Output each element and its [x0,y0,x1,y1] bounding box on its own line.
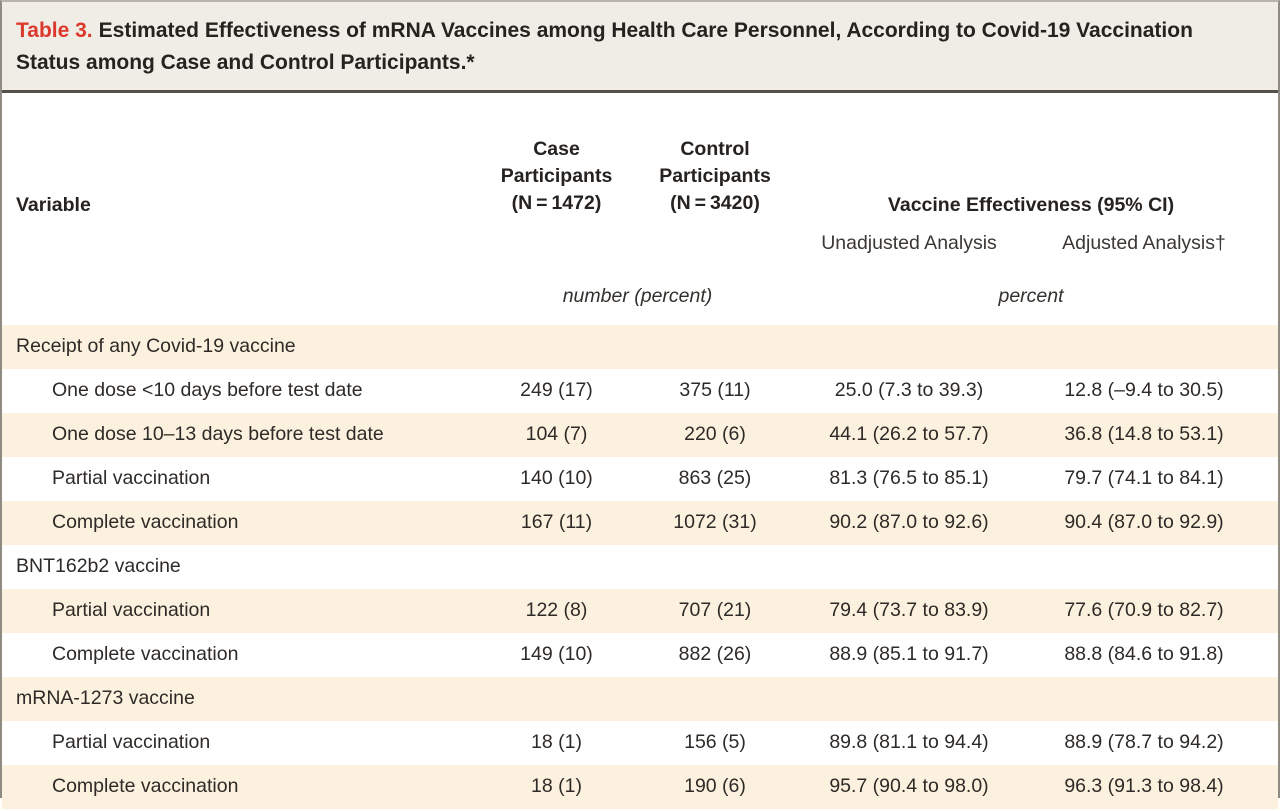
row-case-value: 140 (10) [520,467,593,490]
row-control-value: 220 (6) [684,423,746,446]
row-control-value: 707 (21) [678,599,752,622]
row-case-value: 249 (17) [520,379,593,402]
row-unadjusted-value: 89.8 (81.1 to 94.4) [829,731,989,754]
table-row: Partial vaccination 140 (10) 863 (25) 81… [2,456,1278,501]
row-adjusted-value: 96.3 (91.3 to 98.4) [1064,775,1224,798]
row-unadjusted-value: 25.0 (7.3 to 39.3) [834,379,984,402]
row-control-value: 1072 (31) [673,511,757,534]
row-case-value: 104 (7) [525,423,588,446]
row-unadjusted-value: 81.3 (76.5 to 85.1) [829,467,989,490]
row-variable-label: Complete vaccination [52,511,239,534]
row-adjusted-value: 79.7 (74.1 to 84.1) [1064,467,1224,490]
table-row: Partial vaccination 18 (1) 156 (5) 89.8 … [2,720,1278,765]
row-variable-label: One dose <10 days before test date [52,379,363,402]
row-unadjusted-value: 44.1 (26.2 to 57.7) [829,423,989,446]
row-adjusted-value: 36.8 (14.8 to 53.1) [1064,423,1224,446]
column-header-case-participants: Case Participants (N = 1472) [500,138,613,214]
row-control-value: 375 (11) [679,379,751,402]
row-variable-label: Receipt of any Covid-19 vaccine [16,335,296,358]
row-adjusted-value: 77.6 (70.9 to 82.7) [1064,599,1224,622]
row-unadjusted-value: 90.2 (87.0 to 92.6) [829,511,989,534]
table-row: BNT162b2 vaccine [2,544,1278,589]
table-row: Complete vaccination 149 (10) 882 (26) 8… [2,632,1278,677]
row-case-value: 18 (1) [531,775,582,798]
column-header-variable: Variable [16,193,91,216]
table-number-label: Table 3. [16,19,93,42]
column-subheader-unadjusted: Unadjusted Analysis [821,232,997,255]
row-variable-label: BNT162b2 vaccine [16,555,181,578]
row-variable-label: Complete vaccination [52,643,239,666]
table-row: Complete vaccination 167 (11) 1072 (31) … [2,500,1278,545]
row-case-value: 149 (10) [520,643,593,666]
table-row: Complete vaccination 18 (1) 190 (6) 95.7… [2,764,1278,809]
row-adjusted-value: 90.4 (87.0 to 92.9) [1064,511,1224,534]
table-row: Partial vaccination 122 (8) 707 (21) 79.… [2,588,1278,633]
row-control-value: 190 (6) [684,775,746,798]
column-subheader-adjusted: Adjusted Analysis† [1062,232,1226,255]
table-header-row: Variable Case Participants (N = 1472) Co… [2,93,1278,219]
row-adjusted-value: 12.8 (–9.4 to 30.5) [1064,379,1224,402]
units-participants: number (percent) [562,285,713,308]
table-row: Receipt of any Covid-19 vaccine [2,324,1278,369]
row-control-value: 863 (25) [678,467,752,490]
table-units-row: number (percent) percent [2,269,1278,325]
row-variable-label: Complete vaccination [52,775,239,798]
table-row: One dose 10–13 days before test date 104… [2,412,1278,457]
row-case-value: 18 (1) [531,731,582,754]
column-header-control-participants: Control Participants (N = 3420) [659,138,771,214]
table-title: Table 3. Estimated Effectiveness of mRNA … [2,2,1278,93]
row-variable-label: One dose 10–13 days before test date [52,423,384,446]
row-control-value: 156 (5) [684,731,746,754]
row-control-value: 882 (26) [678,643,752,666]
table-row: One dose <10 days before test date 249 (… [2,368,1278,413]
row-adjusted-value: 88.9 (78.7 to 94.2) [1064,731,1224,754]
table-body: Receipt of any Covid-19 vaccine One dose… [2,324,1278,809]
row-variable-label: Partial vaccination [52,467,211,490]
row-case-value: 167 (11) [520,511,593,534]
row-adjusted-value: 88.8 (84.6 to 91.8) [1064,643,1224,666]
row-unadjusted-value: 95.7 (90.4 to 98.0) [829,775,989,798]
table-title-text: Estimated Effectiveness of mRNA Vaccines… [16,19,1193,74]
table-subheader-row: Unadjusted Analysis Adjusted Analysis† [2,219,1278,269]
row-variable-label: mRNA-1273 vaccine [16,687,195,710]
row-case-value: 122 (8) [525,599,588,622]
row-unadjusted-value: 79.4 (73.7 to 83.9) [829,599,989,622]
row-unadjusted-value: 88.9 (85.1 to 91.7) [829,643,989,666]
table-row: mRNA-1273 vaccine [2,676,1278,721]
units-effectiveness: percent [998,285,1064,308]
row-variable-label: Partial vaccination [52,731,211,754]
column-header-vaccine-effectiveness: Vaccine Effectiveness (95% CI) [887,193,1175,216]
row-variable-label: Partial vaccination [52,599,211,622]
